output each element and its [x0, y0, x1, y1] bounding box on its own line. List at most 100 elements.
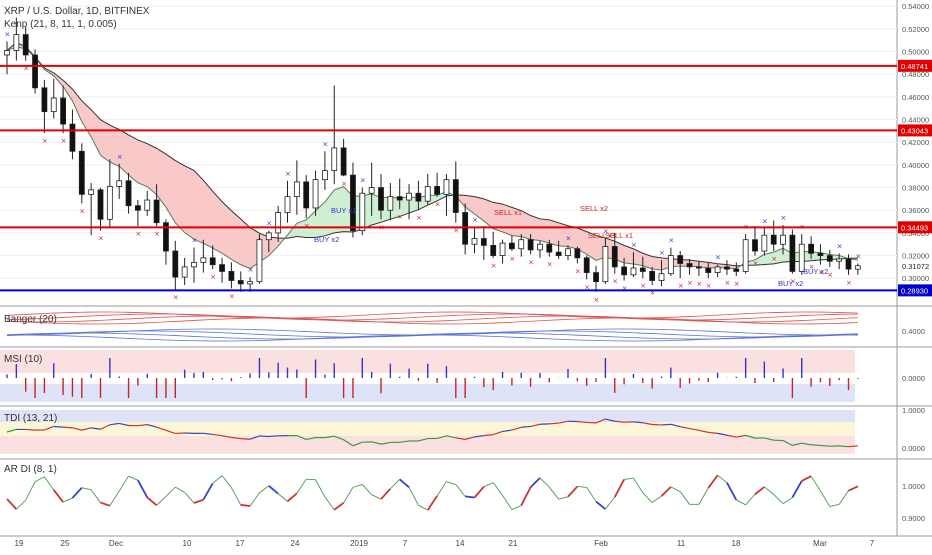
bearish-candle	[594, 273, 599, 282]
bullish-candle	[266, 233, 271, 240]
ma-ribbon-segment	[194, 170, 203, 243]
bearish-candle	[238, 281, 243, 284]
x-tick-label: 14	[456, 539, 465, 548]
bullish-candle	[322, 171, 327, 180]
bearish-candle	[556, 252, 561, 255]
y-tick-label: 0.44000	[902, 116, 929, 125]
sell-marker: ×	[229, 292, 235, 300]
x-tick-label: 10	[183, 539, 192, 548]
sell-marker: ×	[612, 278, 618, 286]
bullish-candle	[294, 182, 299, 197]
bearish-candle	[509, 243, 514, 249]
bearish-candle	[547, 244, 552, 252]
tdi-line-segment	[259, 436, 268, 437]
buy-marker: ×	[285, 170, 291, 178]
bearish-candle	[584, 258, 589, 273]
bullish-candle	[276, 213, 281, 233]
bearish-candle	[173, 251, 178, 277]
sell-marker: ×	[509, 255, 515, 263]
bearish-candle	[210, 258, 215, 265]
bearish-candle	[612, 247, 617, 267]
bearish-candle	[42, 88, 47, 112]
bullish-candle	[407, 193, 412, 200]
sell-marker: ×	[154, 230, 160, 238]
ma-ribbon-segment	[175, 161, 184, 233]
sell-marker: ×	[79, 207, 85, 215]
bearish-candle	[622, 267, 627, 275]
sell-marker: ×	[435, 201, 441, 209]
bearish-candle	[220, 265, 225, 272]
bullish-candle	[5, 50, 10, 55]
sell-marker: ×	[528, 258, 534, 266]
bullish-candle	[631, 268, 636, 275]
ma-ribbon-segment	[147, 144, 156, 195]
bearish-candle	[687, 264, 692, 267]
bearish-candle	[379, 188, 384, 211]
sell-marker: ×	[706, 282, 712, 290]
sell-marker: ×	[771, 255, 777, 263]
bullish-candle	[182, 267, 187, 277]
bullish-candle	[500, 243, 505, 255]
buy-marker: ×	[360, 177, 366, 185]
signal-label: SELL x1	[605, 231, 633, 240]
signal-label: BUY x2	[778, 279, 803, 288]
bullish-candle	[285, 197, 290, 213]
bullish-candle	[425, 186, 430, 201]
indicator-axis-label: 0.0000	[902, 444, 925, 453]
sell-marker: ×	[640, 282, 646, 290]
bullish-candle	[855, 266, 860, 269]
tdi-line-segment	[26, 429, 35, 430]
x-tick-label: 19	[15, 539, 24, 548]
bearish-candle	[846, 259, 851, 269]
tdi-middle-zone	[0, 422, 855, 436]
x-tick-label: 7	[403, 539, 408, 548]
price-level-value: 0.43043	[901, 126, 928, 135]
bullish-candle	[107, 186, 112, 219]
x-tick-label: 2019	[350, 539, 368, 548]
indicator-label: Kenp (21, 8, 11, 1, 0.005)	[4, 19, 117, 30]
bearish-candle	[135, 206, 140, 211]
sell-marker: ×	[210, 273, 216, 281]
ardi-pane-label: AR DI (8, 1)	[4, 464, 57, 475]
bearish-candle	[575, 249, 580, 258]
bullish-candle	[781, 235, 786, 244]
bearish-candle	[98, 190, 103, 219]
tdi-line-segment	[820, 445, 829, 446]
bearish-candle	[706, 268, 711, 273]
tdi-line-segment	[54, 426, 63, 427]
buy-marker: ×	[117, 153, 123, 161]
buy-marker: ×	[715, 254, 721, 262]
tdi-line-segment	[63, 427, 72, 428]
ma-ribbon-segment	[540, 219, 549, 243]
x-tick-label: Feb	[594, 539, 608, 548]
indicator-axis-label: 0.4000	[902, 327, 925, 336]
sell-marker: ×	[594, 296, 600, 304]
bullish-candle	[762, 235, 767, 251]
indicator-axis-label: 0.0000	[902, 374, 925, 383]
bearish-candle	[33, 55, 38, 88]
buy-marker: ×	[837, 242, 843, 250]
ma-ribbon-segment	[222, 202, 231, 260]
bearish-candle	[79, 151, 84, 194]
tdi-line-segment	[633, 422, 642, 423]
x-tick-label: 18	[732, 539, 741, 548]
ma-ribbon-segment	[231, 211, 240, 265]
bearish-candle	[397, 197, 402, 200]
bullish-candle	[145, 200, 150, 210]
sell-marker: ×	[304, 222, 310, 230]
bearish-candle	[61, 98, 66, 124]
sell-marker: ×	[491, 262, 497, 270]
indicator-axis-label: 0.9000	[902, 514, 925, 523]
sell-marker: ×	[173, 294, 179, 302]
x-tick-label: 17	[236, 539, 245, 548]
buy-marker: ×	[248, 266, 254, 274]
y-tick-label: 0.36000	[902, 206, 929, 215]
bearish-candle	[678, 256, 683, 264]
y-tick-label: 0.38000	[902, 184, 929, 193]
sell-marker: ×	[98, 235, 104, 243]
bullish-candle	[743, 240, 748, 272]
bullish-candle	[192, 262, 197, 267]
bearish-candle	[724, 267, 729, 269]
